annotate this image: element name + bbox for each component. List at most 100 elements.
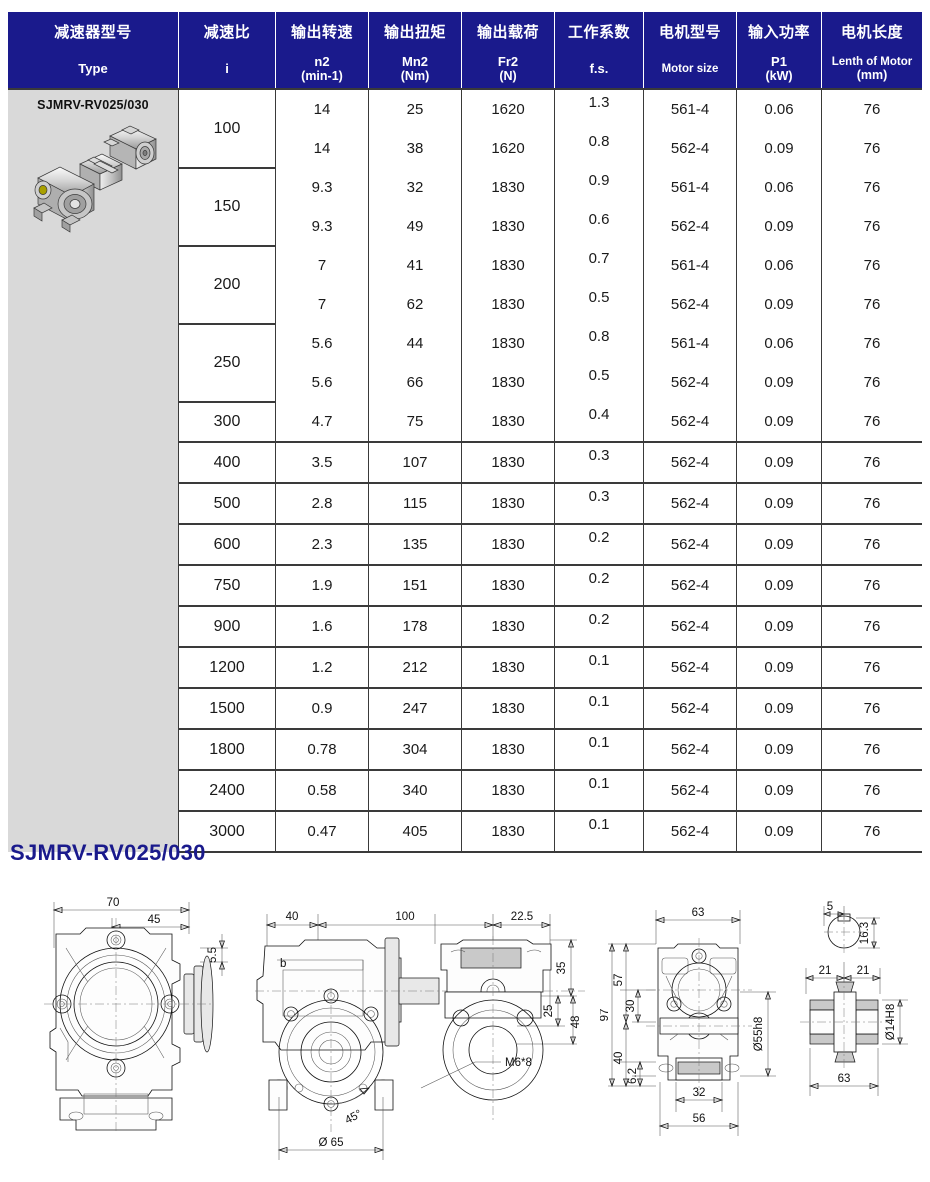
table-row: 1200 1.2 212 1830 0.1 562-4 0.09 76	[8, 647, 922, 689]
cell-motor-size: 561-4	[643, 324, 737, 363]
cell-motor-size: 561-4	[643, 246, 737, 285]
cell-mn2: 107	[368, 442, 462, 484]
cell-ratio: 250	[178, 324, 276, 403]
cell-fr2: 1620	[461, 129, 555, 168]
table-head: 减速器型号 减速比 输出转速 输出扭矩 输出载荷 工作系数 电机型号 输入功率 …	[8, 12, 922, 89]
cell-motor-size: 562-4	[643, 363, 737, 402]
dim-shaft-63: 63	[838, 1073, 851, 1085]
technical-drawings: 70 45 5.5	[0, 880, 930, 1180]
header-en-n2-main: n2	[314, 53, 330, 69]
cell-fs: 0.4	[554, 402, 644, 443]
cell-motor-size: 562-4	[643, 129, 737, 168]
cell-motor-length: 76	[821, 811, 922, 853]
cell-fs: 0.9	[554, 168, 644, 207]
cell-ratio: 200	[178, 246, 276, 325]
cell-motor-length: 76	[821, 524, 922, 566]
cell-ratio: 2400	[178, 770, 276, 812]
header-en-mn2: Mn2 (Nm)	[368, 50, 462, 89]
dim-shaft-dia14h8: Ø14H8	[885, 1004, 897, 1040]
table-row: 1500 0.9 247 1830 0.1 562-4 0.09 76	[8, 688, 922, 730]
table-row: 9.3 49 1830 0.6 562-4 0.09 76	[8, 207, 922, 246]
cell-fs: 0.1	[554, 729, 644, 771]
header-en-motor-size: Motor size	[643, 50, 737, 89]
cell-n2: 5.6	[275, 363, 369, 402]
cell-motor-size: 562-4	[643, 606, 737, 648]
cell-fr2: 1830	[461, 246, 555, 285]
cell-p1: 0.09	[736, 770, 822, 812]
header-en-type: Type	[8, 50, 179, 89]
cell-mn2: 62	[368, 285, 462, 324]
cell-p1: 0.09	[736, 285, 822, 324]
cell-fs: 0.1	[554, 811, 644, 853]
cell-motor-length: 76	[821, 129, 922, 168]
cell-n2: 2.3	[275, 524, 369, 566]
cell-motor-size: 562-4	[643, 524, 737, 566]
cell-motor-length: 76	[821, 324, 922, 363]
table-body: SJMRV-RV025/030 100 14 25 1620 1.3 561-4 0.06 76…	[8, 88, 922, 853]
header-cn-output-load: 输出载荷	[461, 12, 555, 50]
header-row-chinese: 减速器型号 减速比 输出转速 输出扭矩 输出载荷 工作系数 电机型号 输入功率 …	[8, 12, 922, 50]
cell-motor-size: 562-4	[643, 207, 737, 246]
table-row: 500 2.8 115 1830 0.3 562-4 0.09 76	[8, 483, 922, 525]
cell-fr2: 1830	[461, 363, 555, 402]
cell-motor-size: 562-4	[643, 729, 737, 771]
cell-p1: 0.09	[736, 606, 822, 648]
cell-motor-length: 76	[821, 442, 922, 484]
dim-front-5-5: 5.5	[207, 947, 219, 963]
cell-motor-length: 76	[821, 168, 922, 207]
cell-mn2: 304	[368, 729, 462, 771]
dim-shaft-21-right: 21	[857, 965, 870, 977]
cell-fr2: 1830	[461, 285, 555, 324]
cell-mn2: 44	[368, 324, 462, 363]
cell-fr2: 1830	[461, 168, 555, 207]
dim-end-40: 40	[613, 1052, 625, 1065]
cell-n2: 1.9	[275, 565, 369, 607]
cell-motor-size: 561-4	[643, 88, 737, 129]
cell-n2: 7	[275, 285, 369, 324]
table-row: 5.6 66 1830 0.5 562-4 0.09 76	[8, 363, 922, 402]
header-en-fs: f.s.	[554, 50, 644, 89]
cell-ratio: 100	[178, 88, 276, 169]
dim-shaft-16-3: 16.3	[859, 922, 871, 944]
cell-p1: 0.09	[736, 129, 822, 168]
drawing-detail-mark: b	[280, 958, 286, 970]
table-row: 900 1.6 178 1830 0.2 562-4 0.09 76	[8, 606, 922, 648]
dim-side-40: 40	[286, 911, 299, 923]
cell-p1: 0.09	[736, 363, 822, 402]
cell-fs: 0.2	[554, 565, 644, 607]
cell-fs: 0.7	[554, 246, 644, 285]
cell-motor-size: 562-4	[643, 811, 737, 853]
cell-mn2: 75	[368, 402, 462, 443]
cell-motor-length: 76	[821, 688, 922, 730]
dim-end-6-2: 6.2	[627, 1068, 639, 1084]
dim-front-70: 70	[107, 897, 120, 909]
table-row: 200 7 41 1830 0.7 561-4 0.06 76	[8, 246, 922, 325]
cell-fs: 0.3	[554, 483, 644, 525]
cell-n2: 1.2	[275, 647, 369, 689]
cell-ratio: 3000	[178, 811, 276, 853]
header-en-p1-main: P1	[771, 53, 787, 69]
dim-end-97: 97	[600, 1009, 611, 1022]
cell-motor-length: 76	[821, 483, 922, 525]
header-en-fr2-main: Fr2	[497, 53, 519, 69]
cell-p1: 0.06	[736, 168, 822, 207]
table-row: 600 2.3 135 1830 0.2 562-4 0.09 76	[8, 524, 922, 566]
header-en-mn2-unit: (Nm)	[400, 69, 430, 84]
dim-end-30: 30	[625, 1000, 637, 1013]
cell-fr2: 1830	[461, 402, 555, 443]
cell-mn2: 247	[368, 688, 462, 730]
cell-motor-size: 562-4	[643, 688, 737, 730]
drawing-shaft-view: 5 16.3 21 21	[800, 900, 925, 1160]
cell-motor-length: 76	[821, 402, 922, 443]
cell-fs: 0.6	[554, 207, 644, 246]
cell-ratio: 500	[178, 483, 276, 525]
table-row: 750 1.9 151 1830 0.2 562-4 0.09 76	[8, 565, 922, 607]
cell-n2: 9.3	[275, 207, 369, 246]
cell-ratio: 900	[178, 606, 276, 648]
cell-p1: 0.09	[736, 811, 822, 853]
cell-p1: 0.06	[736, 88, 822, 129]
cell-mn2: 212	[368, 647, 462, 689]
product-cell: SJMRV-RV025/030	[8, 88, 179, 852]
table-row: 300 4.7 75 1830 0.4 562-4 0.09 76	[8, 402, 922, 443]
cell-p1: 0.06	[736, 324, 822, 363]
